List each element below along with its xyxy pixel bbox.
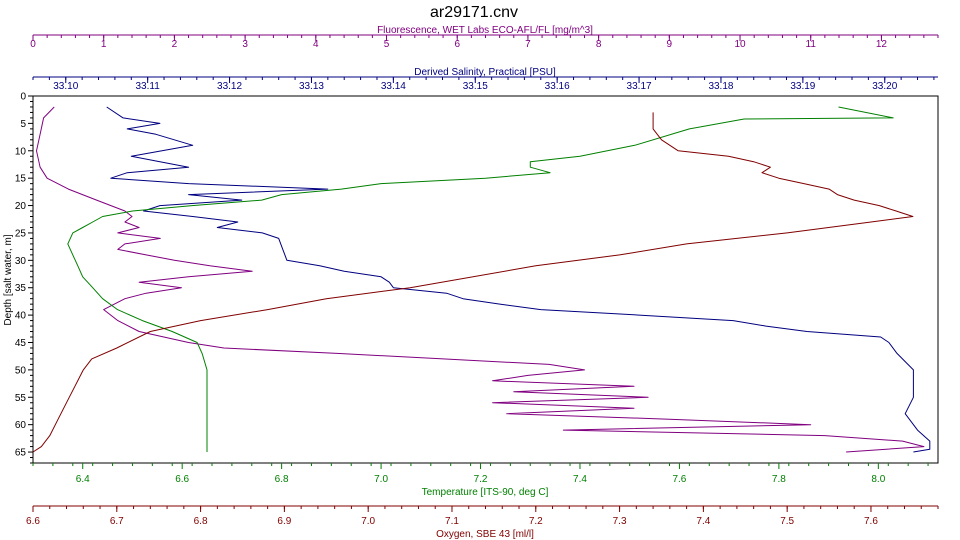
fluorescence-tick-label: 10 bbox=[734, 39, 746, 50]
y-tick-label: 35 bbox=[15, 283, 27, 294]
oxygen-tick-label: 7.5 bbox=[780, 516, 794, 527]
oxygen-tick-label: 6.9 bbox=[277, 516, 291, 527]
oxygen-tick-label: 6.8 bbox=[194, 516, 208, 527]
oxygen-axis-label: Oxygen, SBE 43 [ml/l] bbox=[436, 529, 534, 540]
temperature-tick-label: 7.8 bbox=[772, 474, 786, 485]
fluorescence-series-line bbox=[36, 106, 925, 453]
oxygen-tick-label: 6.6 bbox=[26, 516, 40, 527]
fluorescence-tick-label: 5 bbox=[384, 39, 390, 50]
fluorescence-tick-label: 8 bbox=[596, 39, 602, 50]
temperature-axis-label: Temperature [ITS-90, deg C] bbox=[422, 487, 549, 498]
y-axis-label: Depth [salt water, m] bbox=[3, 234, 14, 325]
salinity-tick-label: 33.10 bbox=[53, 81, 78, 92]
oxygen-tick-label: 7.3 bbox=[613, 516, 627, 527]
y-tick-label: 20 bbox=[15, 201, 27, 212]
salinity-tick-label: 33.16 bbox=[545, 81, 570, 92]
fluorescence-tick-label: 0 bbox=[30, 39, 36, 50]
salinity-series-line bbox=[106, 106, 931, 453]
y-tick-label: 15 bbox=[15, 174, 27, 185]
temperature-series-line bbox=[67, 106, 894, 452]
salinity-tick-label: 33.17 bbox=[627, 81, 652, 92]
salinity-tick-label: 33.12 bbox=[217, 81, 242, 92]
y-tick-label: 55 bbox=[15, 393, 27, 404]
chart-title: ar29171.cnv bbox=[430, 4, 518, 21]
oxygen-tick-label: 6.7 bbox=[110, 516, 124, 527]
y-tick-label: 10 bbox=[15, 146, 27, 157]
oxygen-series-line bbox=[32, 112, 914, 453]
salinity-tick-label: 33.18 bbox=[708, 81, 733, 92]
y-tick-label: 45 bbox=[15, 338, 27, 349]
temperature-tick-label: 6.6 bbox=[175, 474, 189, 485]
y-tick-label: 25 bbox=[15, 228, 27, 239]
oxygen-tick-label: 7.1 bbox=[445, 516, 459, 527]
salinity-tick-label: 33.15 bbox=[463, 81, 488, 92]
temperature-tick-label: 6.4 bbox=[76, 474, 90, 485]
oxygen-tick-label: 7.4 bbox=[696, 516, 710, 527]
fluorescence-tick-label: 1 bbox=[101, 39, 107, 50]
fluorescence-tick-label: 3 bbox=[242, 39, 248, 50]
plot-frame bbox=[32, 95, 939, 464]
oxygen-tick-label: 7.6 bbox=[864, 516, 878, 527]
fluorescence-tick-label: 11 bbox=[806, 39, 817, 50]
oxygen-tick-label: 7.0 bbox=[361, 516, 375, 527]
y-tick-label: 60 bbox=[15, 420, 27, 431]
fluorescence-tick-label: 12 bbox=[876, 39, 888, 50]
y-tick-label: 5 bbox=[20, 119, 26, 130]
fluorescence-axis-label: Fluorescence, WET Labs ECO-AFL/FL [mg/m^… bbox=[377, 25, 593, 36]
y-tick-label: 40 bbox=[15, 311, 27, 322]
salinity-tick-label: 33.20 bbox=[872, 81, 897, 92]
fluorescence-tick-label: 4 bbox=[313, 39, 319, 50]
y-tick-label: 50 bbox=[15, 365, 27, 376]
temperature-tick-label: 7.4 bbox=[573, 474, 587, 485]
fluorescence-tick-label: 6 bbox=[454, 39, 460, 50]
temperature-tick-label: 7.6 bbox=[672, 474, 686, 485]
salinity-tick-label: 33.13 bbox=[299, 81, 324, 92]
y-tick-label: 30 bbox=[15, 256, 27, 267]
temperature-tick-label: 7.0 bbox=[374, 474, 388, 485]
salinity-tick-label: 33.14 bbox=[381, 81, 406, 92]
y-tick-label: 0 bbox=[20, 92, 26, 103]
salinity-tick-label: 33.11 bbox=[136, 81, 161, 92]
temperature-tick-label: 6.8 bbox=[275, 474, 289, 485]
fluorescence-tick-label: 2 bbox=[172, 39, 178, 50]
temperature-tick-label: 7.2 bbox=[474, 474, 488, 485]
salinity-axis-label: Derived Salinity, Practical [PSU] bbox=[414, 67, 556, 78]
oxygen-tick-label: 7.2 bbox=[529, 516, 543, 527]
salinity-tick-label: 33.19 bbox=[790, 81, 815, 92]
fluorescence-tick-label: 7 bbox=[525, 39, 531, 50]
temperature-tick-label: 8.0 bbox=[871, 474, 885, 485]
fluorescence-tick-label: 9 bbox=[667, 39, 673, 50]
y-tick-label: 65 bbox=[15, 448, 27, 459]
